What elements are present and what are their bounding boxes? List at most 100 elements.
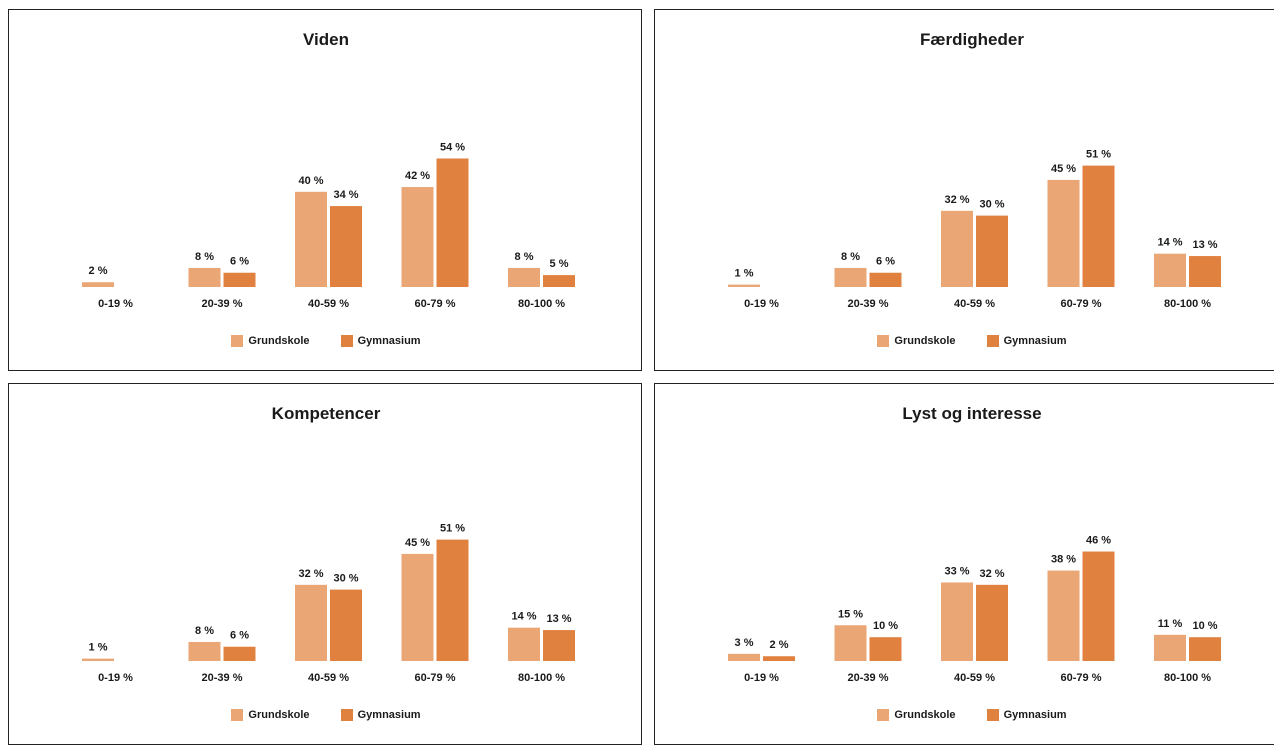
bar-gymnasium (869, 272, 902, 287)
category-label: 40-59 % (308, 298, 349, 310)
bar-grundskole (401, 187, 434, 287)
chart-title: Viden (303, 30, 349, 49)
bar-gymnasium (436, 539, 469, 661)
bar-gymnasium (1189, 637, 1221, 661)
data-label: 10 % (873, 620, 898, 632)
legend-item-gymnasium: Gymnasium (340, 335, 421, 347)
bar-gymnasium (330, 589, 362, 661)
data-label: 11 % (1158, 618, 1183, 630)
bar-chart-svg: 3 % 2 % 0-19 % 15 % 10 % 20-39 % 33 % 32 % 40-59… (728, 535, 1221, 684)
chart-legend: Grundskole Gymnasium (9, 335, 643, 350)
data-label: 15 % (838, 608, 863, 620)
data-label: 6 % (230, 630, 249, 642)
data-label: 51 % (1086, 149, 1111, 161)
data-label: 33 % (944, 565, 969, 577)
chart-panel-faerdigheder: Færdigheder 1 % 0-19 % 8 % 6 % 20-39 % 32 % 30… (654, 9, 1274, 371)
category-label: 0-19 % (744, 672, 779, 684)
data-label: 54 % (440, 141, 465, 153)
bar-gymnasium (976, 215, 1008, 287)
data-label: 42 % (405, 170, 430, 182)
data-label: 8 % (515, 251, 534, 263)
bar-grundskole (508, 627, 540, 661)
legend-label: Grundskole (248, 335, 310, 347)
category-label: 40-59 % (308, 672, 349, 684)
data-label: 51 % (440, 523, 465, 535)
bar-gymnasium (436, 158, 469, 287)
bar-gymnasium (1189, 256, 1221, 287)
category-label: 60-79 % (1061, 672, 1102, 684)
legend-swatch (877, 335, 890, 347)
legend-item-grundskole: Grundskole (231, 709, 310, 721)
legend-item-grundskole: Grundskole (877, 709, 956, 721)
bar-grundskole (1047, 570, 1080, 661)
bar-gymnasium (543, 275, 575, 287)
legend-item-gymnasium: Gymnasium (340, 709, 421, 721)
chart-legend: Grundskole Gymnasium (655, 709, 1274, 724)
data-label: 6 % (876, 256, 895, 268)
bar-grundskole (82, 658, 114, 661)
bar-chart-svg: 1 % 0-19 % 8 % 6 % 20-39 % 32 % 30 % 40-59 % 45 … (82, 523, 575, 684)
legend-label: Gymnasium (1003, 709, 1067, 721)
legend-item-grundskole: Grundskole (877, 335, 956, 347)
category-label: 20-39 % (202, 298, 243, 310)
legend-swatch (877, 709, 890, 721)
data-label: 14 % (1157, 237, 1182, 249)
legend-item-gymnasium: Gymnasium (986, 335, 1067, 347)
bar-gymnasium (543, 630, 575, 661)
category-label: 40-59 % (954, 298, 995, 310)
data-label: 8 % (195, 625, 214, 637)
data-label: 8 % (841, 251, 860, 263)
bar-grundskole (834, 267, 867, 287)
bar-gymnasium (223, 272, 256, 287)
data-label: 45 % (1051, 163, 1076, 175)
chart-title: Lyst og interesse (902, 404, 1042, 423)
category-label: 0-19 % (98, 672, 133, 684)
legend-swatch (231, 709, 244, 721)
data-label: 38 % (1051, 554, 1076, 566)
chart-title: Færdigheder (920, 30, 1024, 49)
legend-label: Gymnasium (357, 335, 421, 347)
data-label: 3 % (735, 637, 754, 649)
data-label: 32 % (979, 568, 1004, 580)
category-label: 60-79 % (1061, 298, 1102, 310)
category-label: 80-100 % (1164, 672, 1211, 684)
data-label: 30 % (979, 199, 1004, 211)
data-label: 13 % (1192, 239, 1217, 251)
bar-gymnasium (1082, 551, 1115, 661)
category-label: 20-39 % (202, 672, 243, 684)
category-label: 60-79 % (415, 672, 456, 684)
legend-swatch (231, 335, 244, 347)
bar-gymnasium (976, 584, 1008, 661)
category-label: 0-19 % (98, 298, 133, 310)
legend-swatch (340, 335, 353, 347)
data-label: 2 % (89, 265, 108, 277)
legend-label: Grundskole (894, 335, 956, 347)
bar-grundskole (1047, 179, 1080, 287)
data-label: 46 % (1086, 535, 1111, 547)
chart-legend: Grundskole Gymnasium (9, 709, 643, 724)
category-label: 40-59 % (954, 672, 995, 684)
bar-grundskole (1154, 634, 1186, 661)
legend-swatch (986, 709, 999, 721)
bar-grundskole (941, 582, 973, 661)
data-label: 5 % (550, 258, 569, 270)
bar-gymnasium (223, 646, 256, 661)
data-label: 45 % (405, 537, 430, 549)
bar-grundskole (82, 282, 114, 287)
bar-grundskole (834, 625, 867, 661)
data-label: 32 % (944, 194, 969, 206)
legend-item-grundskole: Grundskole (231, 335, 310, 347)
data-label: 8 % (195, 251, 214, 263)
bar-grundskole (728, 653, 760, 661)
bar-grundskole (295, 191, 327, 287)
legend-swatch (986, 335, 999, 347)
chart-title: Kompetencer (271, 404, 381, 423)
bar-grundskole (508, 267, 540, 287)
chart-panel-kompetencer: Kompetencer 1 % 0-19 % 8 % 6 % 20-39 % 32 % 30… (8, 383, 642, 745)
bar-gymnasium (1082, 165, 1115, 287)
data-label: 34 % (333, 189, 358, 201)
bar-gymnasium (869, 637, 902, 661)
chart-panel-viden: Viden 2 % 0-19 % 8 % 6 % 20-39 % 40 % 34 % 40-5… (8, 9, 642, 371)
bar-grundskole (728, 284, 760, 287)
category-label: 60-79 % (415, 298, 456, 310)
